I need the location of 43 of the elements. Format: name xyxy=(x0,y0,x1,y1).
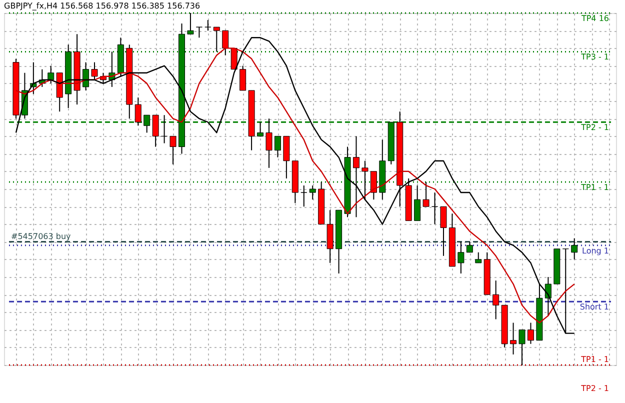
candlestick xyxy=(196,26,202,38)
candlestick xyxy=(91,62,98,80)
ref-line-label: TP4 16 xyxy=(580,14,609,23)
candlestick xyxy=(152,114,159,148)
candlestick xyxy=(475,252,482,264)
candlestick xyxy=(230,48,238,70)
candlestick xyxy=(82,62,90,91)
candlestick xyxy=(240,65,246,91)
candlestick xyxy=(440,206,447,256)
candlestick xyxy=(309,184,316,200)
candlestick xyxy=(274,136,281,158)
candlestick xyxy=(48,65,54,84)
ref-line-label: Long 1 xyxy=(582,246,609,256)
candlestick xyxy=(432,192,438,225)
candlestick xyxy=(370,170,377,200)
candlestick xyxy=(466,241,473,253)
text: TP2 - 1 xyxy=(580,384,609,393)
candlestick xyxy=(352,136,360,218)
candlestick xyxy=(204,20,212,32)
candlestick xyxy=(161,114,168,144)
ref-line-label: TP1 - 1 xyxy=(580,182,609,192)
candlestick xyxy=(571,238,578,260)
candlestick xyxy=(510,322,517,355)
ref-line-label: TP1 - 1 xyxy=(580,355,609,364)
candlestick xyxy=(170,136,176,165)
candlestick xyxy=(458,241,464,274)
candlestick xyxy=(222,30,229,56)
chart-title: GBPJPY_fx,H4 156.568 156.978 156.385 156.736 xyxy=(4,1,200,10)
ref-line-label: TP2 - 1 xyxy=(580,123,609,132)
candlestick xyxy=(544,276,552,316)
candlestick xyxy=(492,280,500,320)
ref-line-label: #5457063 buy xyxy=(11,232,72,241)
ref-line-label: Short 1 xyxy=(580,302,609,312)
candlestick xyxy=(134,96,142,126)
ref-line-label: TP3 - 1 xyxy=(580,52,609,62)
candlestick xyxy=(527,322,534,344)
candlestick xyxy=(414,184,421,222)
candlestick xyxy=(422,181,430,208)
candlestick xyxy=(518,329,526,366)
candlestick xyxy=(362,160,368,200)
candlestick xyxy=(266,118,272,168)
candlestick xyxy=(300,184,308,208)
candlestick xyxy=(213,26,220,52)
